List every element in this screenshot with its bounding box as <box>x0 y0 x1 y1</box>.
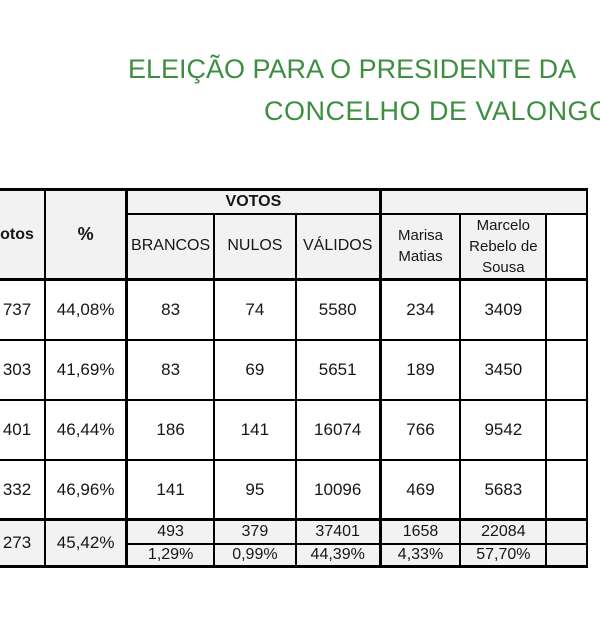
cell-marcelo-rebelo-de-sousa: 9542 <box>459 398 548 461</box>
total-marcelo-percent: 57,70% <box>459 542 548 568</box>
total-validos-percent: 44,39% <box>294 542 382 568</box>
total-row-counts: 273 45,42% 493 379 37401 1658 22084 <box>0 518 588 568</box>
total-percent: 45,42% <box>44 518 128 568</box>
total-votos: 273 <box>0 518 47 568</box>
cell-percent: 41,69% <box>44 338 128 401</box>
cell-validos: 16074 <box>294 398 382 461</box>
header-group-row: otos % VOTOS <box>0 188 588 281</box>
cell-nulos: 74 <box>213 278 297 341</box>
cell-cutoff <box>545 338 588 401</box>
cell-validos: 10096 <box>294 458 382 521</box>
header-votos-group: VOTOS <box>125 188 382 215</box>
header-candidate-marisa-matias: Marisa Matias <box>378 212 462 281</box>
cell-nulos: 69 <box>213 338 297 401</box>
cell-percent: 46,44% <box>44 398 128 461</box>
header-brancos: BRANCOS <box>125 212 216 281</box>
cell-votos: 737 <box>0 278 47 341</box>
header-candidates-group <box>378 188 588 215</box>
total-cutoff-cell <box>545 518 588 545</box>
cell-marisa-matias: 189 <box>378 338 462 401</box>
cell-marcelo-rebelo-de-sousa: 5683 <box>459 458 548 521</box>
header-validos: VÁLIDOS <box>294 212 382 281</box>
total-marisa-count: 1658 <box>378 518 462 545</box>
cell-marisa-matias: 766 <box>378 398 462 461</box>
cell-brancos: 83 <box>125 278 216 341</box>
cell-cutoff <box>545 398 588 461</box>
total-brancos-count: 493 <box>125 518 216 545</box>
table-row: 332 46,96% 141 95 10096 469 5683 <box>0 458 588 521</box>
total-nulos-count: 379 <box>213 518 297 545</box>
cell-marisa-matias: 234 <box>378 278 462 341</box>
header-percent-column: % <box>44 188 128 281</box>
header-nulos: NULOS <box>213 212 297 281</box>
cell-votos: 401 <box>0 398 47 461</box>
table-row: 303 41,69% 83 69 5651 189 3450 <box>0 338 588 401</box>
cell-cutoff <box>545 278 588 341</box>
cell-votos: 332 <box>0 458 47 521</box>
header-votos-column: otos <box>0 188 47 281</box>
cell-marcelo-rebelo-de-sousa: 3450 <box>459 338 548 401</box>
cell-nulos: 95 <box>213 458 297 521</box>
cell-marcelo-rebelo-de-sousa: 3409 <box>459 278 548 341</box>
cell-brancos: 141 <box>125 458 216 521</box>
cell-votos: 303 <box>0 338 47 401</box>
election-results-table: otos % VOTOS BRANCOS NULOS VÁLIDOS Maris… <box>0 188 588 568</box>
total-row-percentages: 1,29% 0,99% 44,39% 4,33% 57,70% <box>0 542 588 568</box>
cell-nulos: 141 <box>213 398 297 461</box>
total-validos-count: 37401 <box>294 518 382 545</box>
header-subrow: BRANCOS NULOS VÁLIDOS Marisa Matias Marc… <box>0 212 588 281</box>
page-title-line1: ELEIÇÃO PARA O PRESIDENTE DA <box>128 54 577 84</box>
total-marisa-percent: 4,33% <box>378 542 462 568</box>
cell-percent: 46,96% <box>44 458 128 521</box>
cell-validos: 5651 <box>294 338 382 401</box>
table-row: 401 46,44% 186 141 16074 766 9542 <box>0 398 588 461</box>
cell-brancos: 186 <box>125 398 216 461</box>
table-row: 737 44,08% 83 74 5580 234 3409 <box>0 278 588 341</box>
total-cutoff-cell <box>545 542 588 568</box>
cell-cutoff <box>545 458 588 521</box>
total-brancos-percent: 1,29% <box>125 542 216 568</box>
header-cutoff-column <box>545 212 588 281</box>
total-nulos-percent: 0,99% <box>213 542 297 568</box>
page-title-line2: CONCELHO DE VALONGO <box>264 96 600 126</box>
cell-marisa-matias: 469 <box>378 458 462 521</box>
cell-validos: 5580 <box>294 278 382 341</box>
cell-percent: 44,08% <box>44 278 128 341</box>
header-candidate-marcelo-rebelo-de-sousa: Marcelo Rebelo de Sousa <box>459 212 548 281</box>
cell-brancos: 83 <box>125 338 216 401</box>
total-marcelo-count: 22084 <box>459 518 548 545</box>
